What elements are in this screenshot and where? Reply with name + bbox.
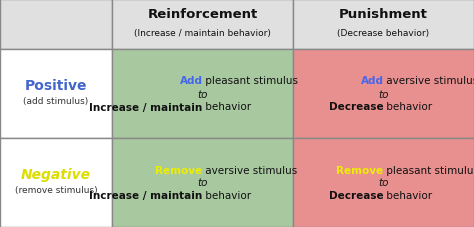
Text: to: to (197, 89, 208, 99)
Text: Remove: Remove (337, 165, 383, 175)
Text: behavior: behavior (202, 102, 252, 112)
Text: Increase / maintain: Increase / maintain (89, 102, 202, 112)
Bar (0, 0, 112, 50)
Text: (Increase / maintain behavior): (Increase / maintain behavior) (134, 28, 271, 37)
Text: Remove: Remove (155, 165, 202, 175)
Text: Reinforcement: Reinforcement (147, 7, 258, 20)
Bar (293, 0, 474, 50)
Text: to: to (378, 178, 389, 188)
Text: Negative: Negative (21, 167, 91, 181)
Bar (112, 0, 293, 50)
Text: Decrease: Decrease (329, 191, 383, 201)
Bar (112, 50, 293, 138)
Bar (293, 50, 474, 138)
Text: aversive stimulus: aversive stimulus (383, 76, 474, 86)
Text: Increase / maintain: Increase / maintain (89, 191, 202, 201)
Text: (remove stimulus): (remove stimulus) (15, 185, 97, 194)
Text: Decrease: Decrease (329, 102, 383, 112)
Text: aversive stimulus: aversive stimulus (202, 165, 298, 175)
Bar (112, 138, 293, 227)
Text: to: to (378, 89, 389, 99)
Text: Punishment: Punishment (339, 7, 428, 20)
Bar (0, 138, 112, 227)
Bar (293, 138, 474, 227)
Text: behavior: behavior (202, 191, 252, 201)
Text: to: to (197, 178, 208, 188)
Text: pleasant stimulus: pleasant stimulus (383, 165, 474, 175)
Text: behavior: behavior (383, 191, 433, 201)
Bar (0, 50, 112, 138)
Text: (add stimulus): (add stimulus) (23, 96, 89, 106)
Text: (Decrease behavior): (Decrease behavior) (337, 28, 429, 37)
Text: Positive: Positive (25, 78, 87, 92)
Text: Add: Add (361, 76, 383, 86)
Text: pleasant stimulus: pleasant stimulus (202, 76, 299, 86)
Text: Add: Add (180, 76, 202, 86)
Text: behavior: behavior (383, 102, 433, 112)
